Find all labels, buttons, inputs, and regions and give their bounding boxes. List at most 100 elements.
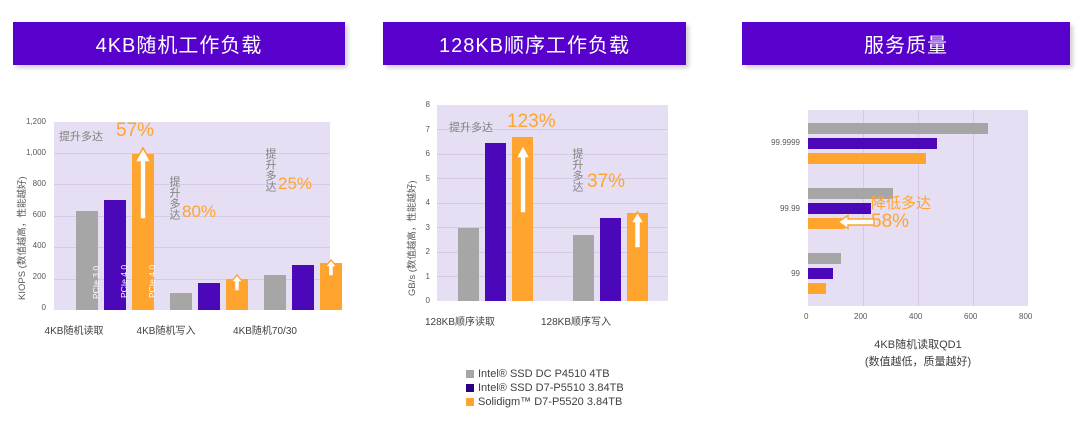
panel-random-workload: 4KB随机工作负载 KIOPS (数值越高，性能越好) 1,200 1,000 …	[0, 0, 370, 432]
panel-title-random-text: 4KB随机工作负载	[95, 35, 263, 57]
legend-label-p5510: Intel® SSD D7-P5510 3.84TB	[478, 382, 624, 394]
chart3-annotation-text: 降低多达	[871, 195, 932, 212]
chart3-category-label-2: 99	[791, 269, 800, 278]
chart1-ytick-1200: 1,200	[25, 117, 46, 126]
chart1-annotation-3-value: 25%	[278, 174, 313, 193]
chart2-bar-p5510-read	[485, 143, 506, 301]
chart2-ytick-8: 8	[425, 100, 430, 109]
chart2-bar-p5520-write	[627, 213, 648, 301]
chart3-bar-p5520-99	[808, 283, 826, 294]
chart2-category-label-1: 128KB顺序写入	[540, 317, 612, 328]
chart3-category-label-0: 99.9999	[771, 138, 800, 147]
chart1-bar-label-pcie40b: PCIe 4.0	[147, 264, 157, 298]
chart2-bar-p4510-read	[458, 227, 479, 301]
chart1-bar-p4510-7030	[264, 275, 286, 310]
chart3-bar-p4510-999999	[808, 123, 988, 134]
chart3-x-axis-label: 4KB随机读取QD1	[874, 339, 962, 351]
chart3-category-label-1: 99.99	[779, 204, 800, 213]
chart1-ytick-0: 0	[41, 303, 46, 312]
chart1-plot-area: PCIe 3.0 PCIe 4.0 PCIe 4.0 提升多达 57% 提升多达…	[54, 120, 342, 310]
chart2-arrow-up-icon-2	[630, 210, 645, 249]
chart1-annotation-3-text: 提升多达	[264, 148, 276, 192]
legend-swatch-icon-p5510	[466, 384, 474, 392]
chart1-ytick-600: 600	[32, 210, 46, 219]
chart1-category-label-0: 4KB随机读取	[44, 326, 104, 337]
legend-label-p5520: Solidigm™ D7-P5520 3.84TB	[478, 396, 623, 408]
chart2-annotation-2-value: 37%	[587, 171, 626, 192]
chart1-bar-p5510-write	[198, 283, 220, 310]
chart1-annotation-1-text: 提升多达	[59, 131, 103, 143]
chart3-xtick-200: 200	[854, 312, 868, 321]
chart3-bar-p5510-99	[808, 268, 833, 279]
chart1-category-label-1: 4KB随机写入	[136, 326, 196, 337]
chart2-gridline	[437, 252, 668, 253]
legend-item-p5520: Solidigm™ D7-P5520 3.84TB	[466, 395, 706, 409]
panel-title-qos-text: 服务质量	[864, 35, 948, 57]
chart-legend: Intel® SSD DC P4510 4TB Intel® SSD D7-P5…	[466, 367, 706, 409]
chart2-plot-area: 提升多达 123% 提升多达 37%	[437, 105, 668, 301]
chart3-bar-p4510-9999	[808, 188, 893, 199]
chart2-gridline	[437, 203, 668, 204]
legend-label-p4510: Intel® SSD DC P4510 4TB	[478, 368, 610, 380]
panel-title-qos: 服务质量	[742, 22, 1070, 65]
chart1-annotation-2-value: 80%	[182, 202, 217, 221]
chart1-bar-p5520-read: PCIe 4.0	[132, 154, 157, 310]
chart3-bar-p5510-9999	[808, 203, 871, 214]
chart2-ytick-6: 6	[425, 149, 430, 158]
panel-title-sequential: 128KB顺序工作负载	[383, 22, 686, 65]
chart3-plot-area: 降低多达 58%	[808, 110, 1028, 306]
chart2-category-label-0: 128KB顺序读取	[424, 317, 496, 328]
chart1-category-label-2: 4KB随机70/30	[233, 326, 297, 337]
chart1-arrow-up-icon	[134, 146, 152, 220]
chart3-x-axis-sublabel: (数值越低，质量越好)	[864, 356, 972, 368]
chart1-ytick-400: 400	[32, 241, 46, 250]
chart1-gridline	[54, 216, 330, 217]
chart3-xtick-600: 600	[964, 312, 978, 321]
chart1-gridline	[54, 247, 330, 248]
chart1-bar-p5510-7030	[292, 265, 314, 310]
chart1-arrow-up-icon-2	[230, 274, 244, 292]
chart1-arrow-up-icon-3	[324, 259, 338, 277]
panel-quality-of-service: 服务质量 99.9999 99.99 99 降低多达 58% 0 200 400…	[720, 0, 1080, 432]
chart2-bar-p4510-write	[573, 235, 594, 301]
chart2-gridline	[437, 154, 668, 155]
chart1-bar-p5510-read: PCIe 4.0	[104, 200, 129, 310]
chart3-arrow-left-icon	[836, 214, 875, 230]
chart1-bar-label-pcie40a: PCIe 4.0	[119, 264, 129, 298]
chart2-annotation-1-value: 123%	[507, 111, 556, 132]
chart1-bar-label-pcie30: PCIe 3.0	[91, 265, 101, 299]
panel-title-sequential-text: 128KB顺序工作负载	[438, 35, 631, 57]
legend-item-p5510: Intel® SSD D7-P5510 3.84TB	[466, 381, 706, 395]
chart2-ytick-0: 0	[425, 296, 430, 305]
chart2-gridline	[437, 276, 668, 277]
chart3-bar-p4510-99	[808, 253, 841, 264]
chart2-ytick-4: 4	[425, 198, 430, 207]
panel-sequential-workload: 128KB顺序工作负载 GB/s (数值越高，性能越好) 8 7 6 5 4 3…	[370, 0, 720, 432]
chart1-ytick-1000: 1,000	[25, 148, 46, 157]
chart1-gridline	[54, 184, 330, 185]
chart1-gridline	[54, 153, 330, 154]
chart1-y-axis-label: KIOPS (数值越高，性能越好)	[17, 176, 28, 300]
chart1-ytick-800: 800	[32, 179, 46, 188]
chart3-annotation-value: 58%	[871, 211, 910, 232]
chart2-gridline	[437, 178, 668, 179]
legend-swatch-icon-p4510	[466, 370, 474, 378]
chart3-gridline	[918, 110, 919, 306]
chart1-gridline	[54, 279, 330, 280]
chart1-annotation-1-value: 57%	[116, 120, 155, 141]
chart2-gridline	[437, 129, 668, 130]
chart1-bar-p5520-write	[226, 279, 248, 310]
chart3-bar-p5520-999999	[808, 153, 926, 164]
chart2-annotation-2-text: 提升多达	[571, 148, 583, 192]
chart2-annotation-1-text: 提升多达	[449, 122, 493, 134]
chart1-annotation-2-text: 提升多达	[168, 176, 180, 220]
chart2-ytick-1: 1	[425, 272, 430, 281]
chart3-xtick-400: 400	[909, 312, 923, 321]
chart1-bar-p5520-7030	[320, 263, 342, 310]
chart2-bar-p5510-write	[600, 218, 621, 301]
chart2-ytick-7: 7	[425, 125, 430, 134]
legend-item-p4510: Intel® SSD DC P4510 4TB	[466, 367, 706, 381]
panel-title-random: 4KB随机工作负载	[13, 22, 345, 65]
chart2-ytick-5: 5	[425, 174, 430, 183]
chart3-xtick-800: 800	[1019, 312, 1033, 321]
